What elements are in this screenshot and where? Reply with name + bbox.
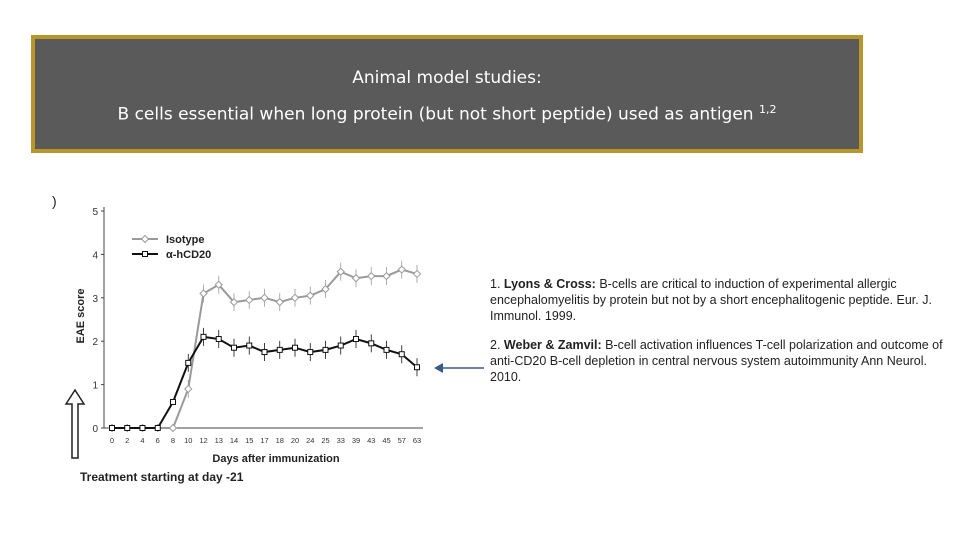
data-point-square [414, 364, 420, 371]
x-tick-label: 24 [306, 436, 314, 445]
reference-item: 2. Weber & Zamvil: B-cell activation inf… [490, 337, 952, 385]
x-tick-label: 17 [260, 436, 268, 445]
legend-label: Isotype [166, 234, 205, 246]
data-point-square [292, 344, 298, 351]
slide-title-line2: B cells essential when long protein (but… [35, 94, 859, 131]
data-point-diamond [184, 384, 193, 394]
data-point-square [398, 351, 405, 358]
data-point-square [215, 336, 222, 343]
x-axis-label: Days after immunization [212, 453, 339, 465]
legend-marker [142, 251, 148, 257]
data-point-diamond [397, 265, 406, 274]
y-tick-label: 1 [92, 381, 98, 392]
data-point-diamond [382, 271, 391, 281]
reference-number: 1. [490, 277, 501, 291]
x-tick-label: 14 [230, 436, 238, 445]
data-point-square [353, 336, 359, 343]
data-point-square [109, 425, 115, 431]
treatment-arrow-icon [64, 388, 86, 459]
x-tick-label: 18 [276, 436, 284, 445]
x-tick-label: 10 [184, 436, 192, 445]
x-tick-label: 15 [245, 436, 253, 445]
slide-title-line2-text: B cells essential when long protein (but… [117, 104, 754, 125]
data-point-square [185, 359, 192, 366]
x-tick-label: 13 [215, 436, 223, 445]
data-point-diamond [290, 293, 300, 303]
data-point-square [139, 425, 146, 431]
slide-title-line1: Animal model studies: [352, 68, 542, 88]
data-point-square [246, 342, 253, 349]
data-point-square [124, 425, 131, 431]
data-point-diamond [412, 269, 422, 279]
data-point-square [276, 346, 283, 353]
x-tick-label: 25 [321, 436, 329, 445]
data-point-diamond [260, 293, 269, 303]
y-tick-label: 5 [92, 207, 98, 218]
x-tick-label: 45 [382, 436, 390, 445]
chart-series [107, 260, 422, 433]
legend-marker [140, 234, 150, 244]
reference-number: 2. [490, 338, 501, 352]
treatment-footnote: Treatment starting at day -21 [80, 470, 244, 484]
x-tick-label: 8 [171, 436, 175, 445]
data-point-diamond [214, 280, 223, 289]
data-point-diamond [321, 284, 330, 294]
legend-label: α-hCD20 [166, 249, 211, 261]
data-point-diamond [168, 423, 178, 433]
data-point-square [170, 398, 176, 405]
panel-mark: ) [52, 193, 57, 209]
reference-authors: Weber & Zamvil: [503, 338, 602, 352]
x-tick-label: 43 [367, 436, 375, 445]
data-point-square [154, 425, 161, 431]
data-point-diamond [306, 291, 315, 300]
data-point-diamond [275, 297, 284, 307]
x-tick-label: 20 [291, 436, 299, 445]
data-point-square [368, 340, 375, 347]
citation-superscript: 1,2 [758, 103, 777, 116]
left-arrow-icon [434, 363, 484, 373]
data-point-diamond [367, 271, 376, 281]
x-tick-label: 4 [140, 436, 144, 445]
data-point-diamond [229, 297, 239, 307]
data-point-square [383, 346, 390, 353]
data-point-diamond [336, 267, 345, 276]
reference-item: 1. Lyons & Cross: B-cells are critical t… [490, 276, 952, 324]
x-tick-label: 57 [398, 436, 406, 445]
x-tick-label: 2 [125, 436, 129, 445]
x-tick-label: 12 [199, 436, 207, 445]
data-point-square [200, 333, 207, 340]
reference-text: B-cells are critical to induction of exp… [490, 277, 932, 323]
y-axis-label: EAE score [75, 288, 87, 343]
y-tick-label: 4 [92, 250, 98, 261]
x-tick-label: 33 [337, 436, 345, 445]
data-point-square [261, 349, 268, 356]
data-point-diamond [199, 289, 208, 298]
data-point-diamond [351, 274, 361, 283]
y-tick-label: 3 [92, 294, 98, 305]
eae-chart: ) 0 1 2 3 4 5 0 2 4 6 8 10 12 13 14 15 17 18 20 24 25 33 39 43 4… [50, 190, 430, 490]
data-point-square [322, 346, 329, 353]
references-list: 1. Lyons & Cross: B-cells are critical t… [490, 276, 952, 398]
data-point-square [337, 342, 344, 349]
reference-authors: Lyons & Cross: [503, 277, 596, 291]
data-point-square [307, 349, 314, 356]
x-tick-label: 0 [110, 436, 114, 445]
x-tick-label: 63 [413, 436, 421, 445]
y-tick-label: 2 [92, 337, 98, 348]
slide-title-box: Animal model studies: B cells essential … [31, 35, 863, 153]
reference-text: B-cell activation influences T-cell pola… [490, 338, 943, 384]
data-point-diamond [245, 295, 254, 305]
data-point-square [231, 344, 237, 351]
x-tick-label: 6 [156, 436, 160, 445]
y-tick-label: 0 [92, 424, 98, 435]
x-tick-label: 39 [352, 436, 360, 445]
chart-legend: Isotype α-hCD20 [132, 234, 211, 261]
